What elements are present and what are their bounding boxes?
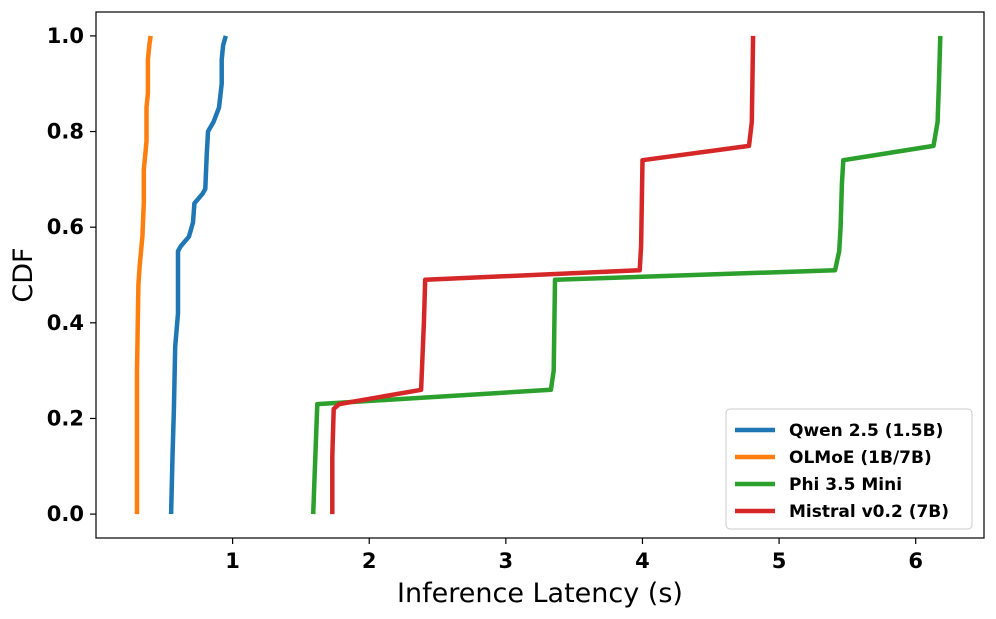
- y-tick-label: 0.4: [47, 311, 84, 335]
- x-axis: 1 2 3 4 5 6: [225, 538, 923, 573]
- series-line-0: [168, 35, 228, 515]
- series-line-3: [330, 35, 756, 515]
- legend: Qwen 2.5 (1.5B) OLMoE (1B/7B) Phi 3.5 Mini…: [725, 408, 973, 530]
- plot-frame: [95, 11, 985, 539]
- series-line-2: [310, 35, 943, 515]
- y-axis: 0.0 0.2 0.4 0.6 0.8 1.0: [47, 24, 96, 526]
- x-tick-label: 4: [635, 549, 650, 573]
- y-tick-label: 0.0: [47, 502, 84, 526]
- x-tick-label: 2: [362, 549, 377, 573]
- x-tick-label: 6: [908, 549, 923, 573]
- legend-label: OLMoE (1B/7B): [789, 448, 932, 468]
- y-tick-label: 1.0: [47, 24, 84, 48]
- x-tick-label: 1: [225, 549, 240, 573]
- y-tick-label: 0.8: [47, 120, 84, 144]
- y-tick-label: 0.2: [47, 406, 84, 430]
- series-layer: [134, 35, 943, 515]
- legend-label: Phi 3.5 Mini: [789, 475, 902, 495]
- legend-label: Mistral v0.2 (7B): [789, 502, 949, 522]
- legend-label: Qwen 2.5 (1.5B): [789, 421, 943, 441]
- x-tick-label: 3: [499, 549, 514, 573]
- legend-box: [725, 408, 973, 530]
- x-tick-label: 5: [772, 549, 787, 573]
- y-axis-title: CDF: [8, 247, 39, 302]
- y-tick-label: 0.6: [47, 215, 84, 239]
- series-line-1: [134, 35, 153, 515]
- x-axis-title: Inference Latency (s): [397, 578, 683, 609]
